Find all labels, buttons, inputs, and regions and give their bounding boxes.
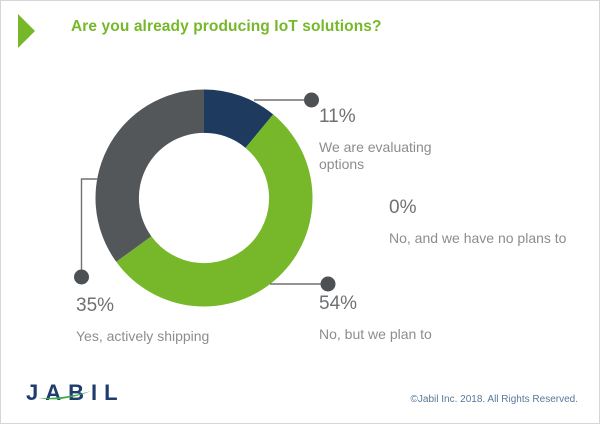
- chevron-right-icon: [18, 14, 35, 48]
- page-title: Are you already producing IoT solutions?: [71, 18, 382, 35]
- jabil-logo: JABIL: [26, 380, 146, 406]
- leader-dot-54: [320, 276, 336, 292]
- callout-value: 0%: [389, 197, 417, 218]
- copyright-text: ©Jabil Inc. 2018. All Rights Reserved.: [410, 394, 578, 405]
- logo-swoosh-icon: [39, 391, 91, 400]
- leader-dot-35: [74, 269, 89, 285]
- callout-no-plans: 0% No, and we have no plans to: [389, 198, 589, 247]
- callout-value: 11%: [319, 106, 356, 127]
- callout-label: No, and we have no plans to: [389, 230, 567, 246]
- donut-segment: [204, 89, 274, 148]
- callout-evaluating-options: 11% We are evaluating options: [319, 107, 451, 173]
- callout-value: 54%: [319, 293, 358, 314]
- callout-actively-shipping: 35% Yes, actively shipping: [76, 296, 256, 345]
- jabil-logo-text: JABIL: [26, 380, 125, 405]
- callout-label: We are evaluating options: [319, 139, 432, 172]
- donut-chart: [95, 89, 313, 307]
- donut-segment: [95, 89, 204, 262]
- callout-label: No, but we plan to: [319, 326, 432, 342]
- donut-segment: [116, 114, 313, 307]
- callout-plan-to: 54% No, but we plan to: [319, 294, 499, 343]
- callout-label: Yes, actively shipping: [76, 328, 210, 344]
- callout-value: 35%: [76, 295, 115, 316]
